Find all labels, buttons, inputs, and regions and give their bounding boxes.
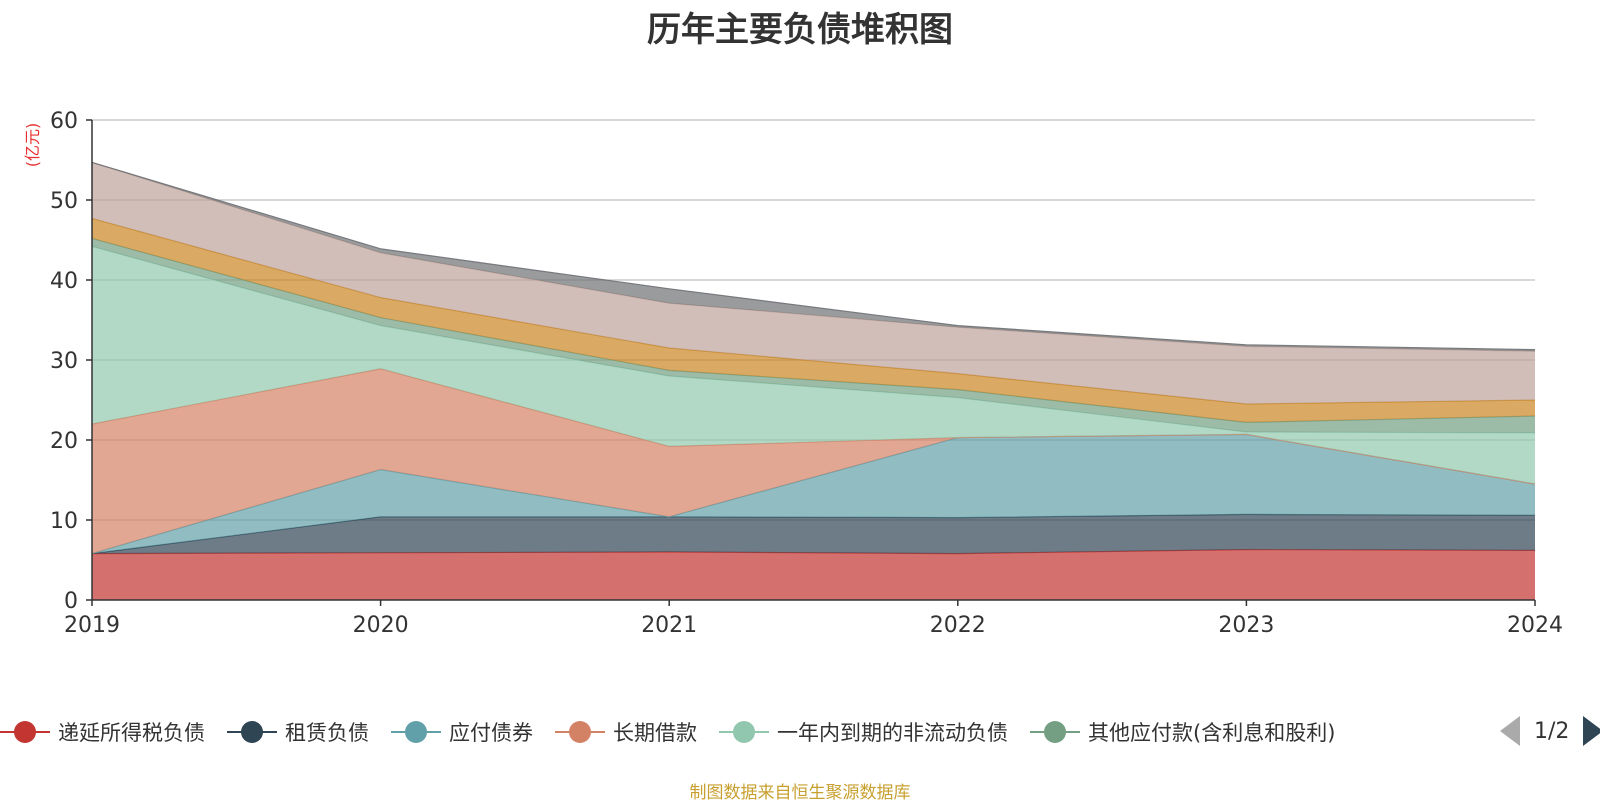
legend-item[interactable]: 递延所得税负债 xyxy=(0,717,205,747)
legend-item[interactable]: 其他应付款(含利息和股利) xyxy=(1030,717,1335,747)
area-series-3 xyxy=(92,368,1535,554)
legend-pager: 1/2 xyxy=(1500,716,1600,746)
legend-label: 应付债券 xyxy=(449,721,533,745)
legend-label: 长期借款 xyxy=(613,721,697,745)
area-series-7 xyxy=(92,162,1535,404)
legend-item[interactable]: 租赁负债 xyxy=(227,717,369,747)
chart-title: 历年主要负债堆积图 xyxy=(647,10,953,50)
legend-item[interactable]: 应付债券 xyxy=(391,717,533,747)
x-tick-label: 2020 xyxy=(353,613,409,638)
y-axis-unit-label: (亿元) xyxy=(23,123,42,168)
legend-label: 其他应付款(含利息和股利) xyxy=(1088,721,1336,745)
legend-prev-arrow-icon[interactable] xyxy=(1500,716,1520,746)
y-tick-label: 10 xyxy=(50,509,78,534)
y-tick-label: 60 xyxy=(50,109,78,134)
legend-label: 租赁负债 xyxy=(285,721,369,745)
legend: 递延所得税负债 租赁负债 应付债券 长期借款 一年内到期的非流动负债 其他应付款(含利息和… xyxy=(0,712,1357,752)
area-series-8 xyxy=(92,162,1535,352)
legend-marker-icon xyxy=(227,719,277,745)
legend-next-arrow-icon[interactable] xyxy=(1583,716,1600,746)
series-line-8 xyxy=(91,161,1536,351)
legend-item[interactable]: 长期借款 xyxy=(555,717,697,747)
legend-label: 递延所得税负债 xyxy=(58,721,205,745)
legend-marker-icon xyxy=(0,719,50,745)
axes: 0 10 20 30 40 50 60 2019 2020 2021 2022 2023 2024 xyxy=(50,109,1563,638)
legend-item[interactable]: 一年内到期的非流动负债 xyxy=(719,717,1008,747)
y-tick-label: 0 xyxy=(64,589,78,614)
x-tick-label: 2022 xyxy=(930,613,986,638)
legend-marker-icon xyxy=(1030,719,1080,745)
area-series-1 xyxy=(92,514,1535,554)
legend-label: 一年内到期的非流动负债 xyxy=(777,721,1008,745)
y-tick-label: 50 xyxy=(50,189,78,214)
y-tick-label: 20 xyxy=(50,429,78,454)
x-tick-label: 2023 xyxy=(1218,613,1274,638)
area-series-4 xyxy=(92,246,1535,484)
x-tick-label: 2021 xyxy=(641,613,697,638)
area-series-2 xyxy=(92,434,1535,554)
stacked-area-chart: 0 10 20 30 40 50 60 2019 2020 2021 2022 2023 2024 (亿… xyxy=(23,109,1563,638)
y-tick-label: 40 xyxy=(50,269,78,294)
source-note: 制图数据来自恒生聚源数据库 xyxy=(689,783,911,803)
y-tick-label: 30 xyxy=(50,349,78,374)
legend-marker-icon xyxy=(555,719,605,745)
legend-page-indicator: 1/2 xyxy=(1534,718,1570,744)
area-series-0 xyxy=(92,549,1535,600)
x-tick-label: 2024 xyxy=(1507,613,1563,638)
legend-marker-icon xyxy=(391,719,441,745)
x-tick-label: 2019 xyxy=(64,613,120,638)
legend-marker-icon xyxy=(719,719,769,745)
area-series xyxy=(91,161,1536,600)
